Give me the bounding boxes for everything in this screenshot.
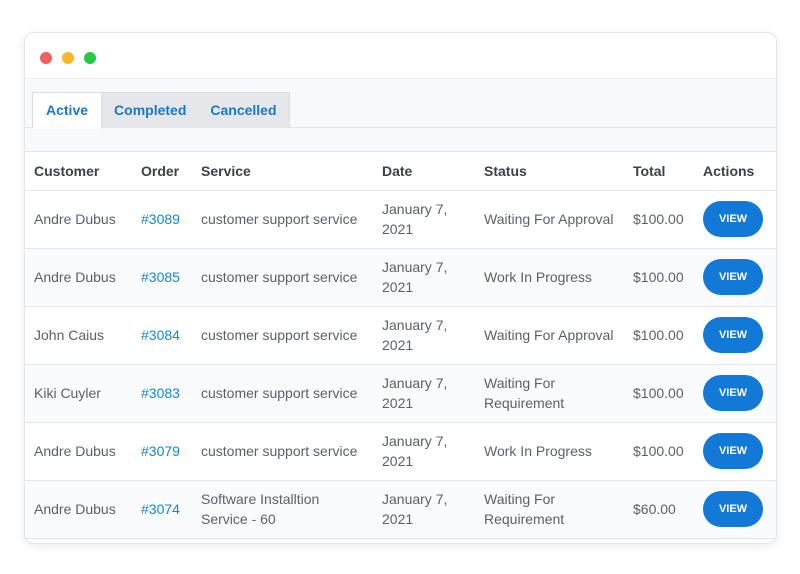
table-row: Andre Dubus #3079 customer support servi…: [25, 422, 776, 481]
service-cell: customer support service: [192, 190, 373, 249]
status-cell: Work In Progress: [475, 422, 624, 481]
customer-cell: Andre Dubus: [25, 480, 132, 539]
actions-cell: VIEW: [694, 306, 776, 365]
order-link[interactable]: #3085: [141, 269, 180, 285]
customer-cell: Andre Dubus: [25, 422, 132, 481]
view-button[interactable]: VIEW: [703, 259, 763, 295]
order-cell: #3074: [132, 480, 192, 539]
order-tabs: Active Completed Cancelled: [32, 92, 290, 129]
customer-cell: Kiki Cuyler: [25, 364, 132, 423]
order-link[interactable]: #3079: [141, 443, 180, 459]
total-cell: $100.00: [624, 364, 694, 423]
tabs-bar: Active Completed Cancelled: [25, 79, 776, 129]
orders-table: Customer Order Service Date Status Total…: [25, 152, 776, 539]
status-cell: Work In Progress: [475, 248, 624, 307]
view-button[interactable]: VIEW: [703, 375, 763, 411]
service-cell: customer support service: [192, 306, 373, 365]
status-cell: Waiting For Requirement: [475, 364, 624, 423]
order-cell: #3085: [132, 248, 192, 307]
total-cell: $100.00: [624, 306, 694, 365]
table-row: Andre Dubus #3089 customer support servi…: [25, 190, 776, 249]
total-cell: $100.00: [624, 248, 694, 307]
order-link[interactable]: #3083: [141, 385, 180, 401]
customer-cell: Andre Dubus: [25, 248, 132, 307]
order-cell: #3089: [132, 190, 192, 249]
header-customer: Customer: [25, 152, 132, 191]
order-cell: #3079: [132, 422, 192, 481]
service-cell: Software Installtion Service - 60: [192, 480, 373, 539]
service-cell: customer support service: [192, 248, 373, 307]
date-cell: January 7, 2021: [373, 248, 475, 307]
header-service: Service: [192, 152, 373, 191]
view-button[interactable]: VIEW: [703, 491, 763, 527]
total-cell: $100.00: [624, 422, 694, 481]
table-row: Andre Dubus #3074 Software Installtion S…: [25, 480, 776, 539]
table-header-row: Customer Order Service Date Status Total…: [25, 152, 776, 191]
header-order: Order: [132, 152, 192, 191]
order-link[interactable]: #3074: [141, 501, 180, 517]
window-titlebar: [25, 33, 776, 79]
date-cell: January 7, 2021: [373, 364, 475, 423]
header-date: Date: [373, 152, 475, 191]
order-cell: #3084: [132, 306, 192, 365]
service-cell: customer support service: [192, 422, 373, 481]
header-status: Status: [475, 152, 624, 191]
table-row: Kiki Cuyler #3083 customer support servi…: [25, 364, 776, 423]
order-link[interactable]: #3089: [141, 211, 180, 227]
status-cell: Waiting For Approval: [475, 190, 624, 249]
tab-cancelled[interactable]: Cancelled: [210, 102, 277, 118]
header-actions: Actions: [694, 152, 776, 191]
actions-cell: VIEW: [694, 364, 776, 423]
minimize-window-dot[interactable]: [62, 52, 74, 64]
tab-active[interactable]: Active: [33, 93, 103, 129]
total-cell: $100.00: [624, 190, 694, 249]
actions-cell: VIEW: [694, 422, 776, 481]
maximize-window-dot[interactable]: [84, 52, 96, 64]
actions-cell: VIEW: [694, 248, 776, 307]
actions-cell: VIEW: [694, 190, 776, 249]
table-row: Andre Dubus #3085 customer support servi…: [25, 248, 776, 307]
view-button[interactable]: VIEW: [703, 201, 763, 237]
status-cell: Waiting For Requirement: [475, 480, 624, 539]
close-window-dot[interactable]: [40, 52, 52, 64]
order-link[interactable]: #3084: [141, 327, 180, 343]
header-total: Total: [624, 152, 694, 191]
table-body: Andre Dubus #3089 customer support servi…: [25, 190, 776, 539]
view-button[interactable]: VIEW: [703, 433, 763, 469]
date-cell: January 7, 2021: [373, 480, 475, 539]
orders-table-container: Customer Order Service Date Status Total…: [25, 151, 776, 543]
date-cell: January 7, 2021: [373, 422, 475, 481]
app-window: Active Completed Cancelled Customer Orde…: [24, 32, 777, 544]
total-cell: $60.00: [624, 480, 694, 539]
view-button[interactable]: VIEW: [703, 317, 763, 353]
customer-cell: Andre Dubus: [25, 190, 132, 249]
date-cell: January 7, 2021: [373, 306, 475, 365]
order-cell: #3083: [132, 364, 192, 423]
customer-cell: John Caius: [25, 306, 132, 365]
table-row: John Caius #3084 customer support servic…: [25, 306, 776, 365]
service-cell: customer support service: [192, 364, 373, 423]
status-cell: Waiting For Approval: [475, 306, 624, 365]
date-cell: January 7, 2021: [373, 190, 475, 249]
tab-completed[interactable]: Completed: [114, 102, 187, 118]
actions-cell: VIEW: [694, 480, 776, 539]
